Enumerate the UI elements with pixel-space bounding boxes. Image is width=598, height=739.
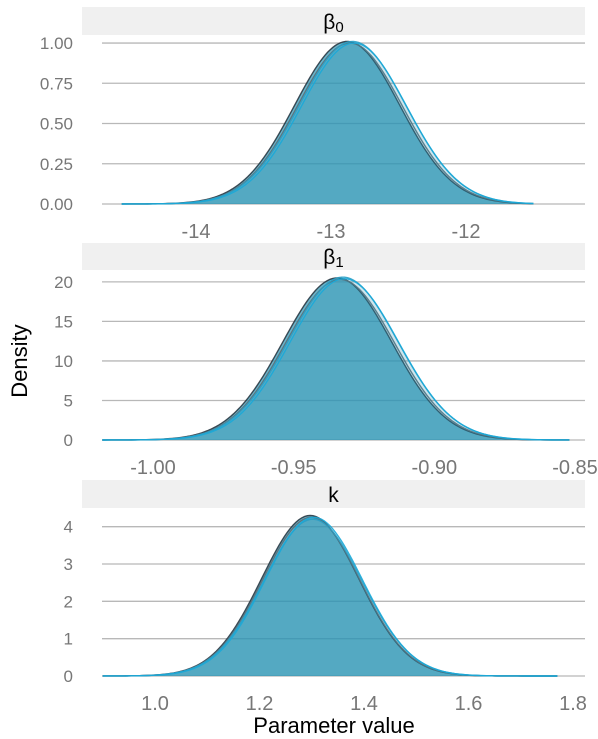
density-area [121,43,534,205]
x-tick-label: 1.0 [141,693,169,715]
density-area [121,41,534,204]
panel-strip-2 [82,243,585,270]
density-line [121,42,534,205]
density-area [102,279,570,440]
y-tick-label: 15 [54,312,73,331]
y-tick-label: 0 [64,431,73,450]
density-area [102,517,558,676]
y-tick-label: 4 [64,518,73,537]
x-tick-label: -12 [452,221,481,243]
density-area [102,517,558,676]
density-area [102,515,558,676]
x-tick-label: -1.00 [130,457,176,479]
x-tick-label: 1.6 [455,693,483,715]
x-tick-label: -14 [182,221,211,243]
x-axis-title: Parameter value [253,713,415,738]
density-line [102,516,558,677]
panel-title-1: β0 [323,11,343,36]
y-tick-label: 10 [54,352,73,371]
y-tick-label: 0.50 [40,115,73,134]
y-axis-title: Density [7,324,32,398]
y-tick-label: 1.00 [40,34,73,53]
panel-strip-3 [82,480,585,508]
density-area [102,519,558,676]
x-tick-label: 1.4 [350,693,378,715]
x-tick-label: -0.95 [271,457,317,479]
panel-strip-1 [82,7,585,35]
y-tick-label: 5 [64,391,73,410]
density-area [121,41,534,205]
x-tick-label: -13 [317,221,346,243]
density-line [102,277,570,441]
density-area [102,277,570,440]
x-tick-label: -0.85 [552,457,598,479]
y-tick-label: 0 [64,667,73,686]
density-area [102,278,570,440]
x-tick-label: -0.90 [412,457,458,479]
y-tick-label: 0.00 [40,195,73,214]
panel-title-3: k [328,484,339,507]
y-tick-label: 0.25 [40,155,73,174]
y-tick-label: 20 [54,273,73,292]
y-tick-label: 1 [64,630,73,649]
density-area [102,277,570,440]
panel-title-2: β1 [323,246,343,271]
y-tick-label: 0.75 [40,74,73,93]
x-tick-label: 1.2 [246,693,274,715]
y-tick-label: 3 [64,555,73,574]
x-tick-label: 1.8 [559,693,587,715]
y-tick-label: 2 [64,592,73,611]
density-area [121,43,534,204]
